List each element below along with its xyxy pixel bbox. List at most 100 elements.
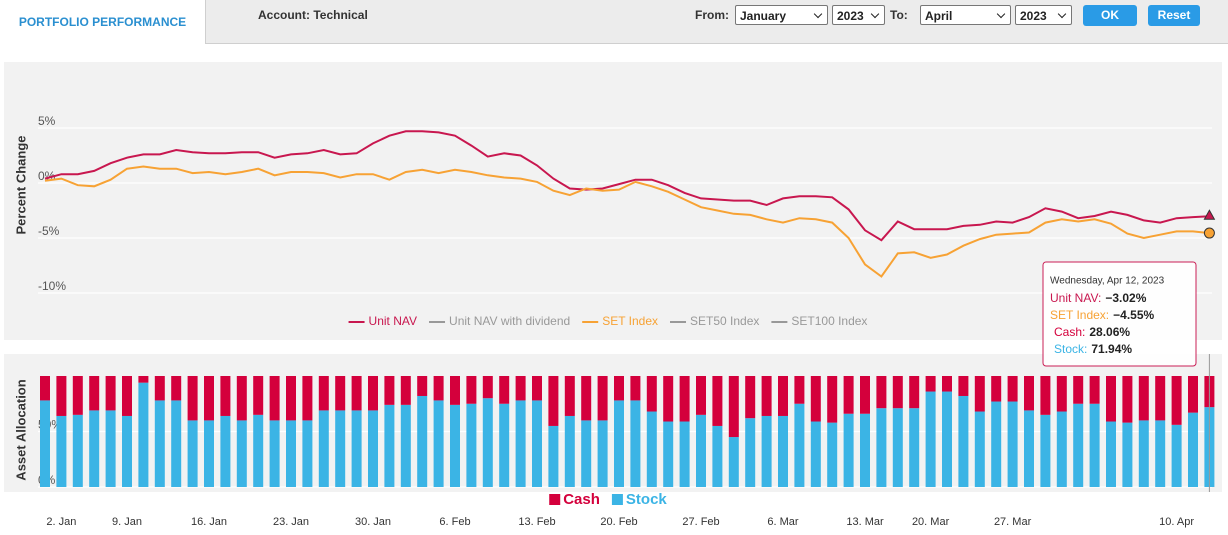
bar-segment	[646, 411, 657, 487]
bar-segment	[843, 376, 854, 414]
x-tick-label: 23. Jan	[273, 516, 309, 528]
bar-segment	[220, 376, 231, 416]
bar-segment	[810, 376, 821, 422]
bar-segment	[138, 376, 149, 383]
bar-segment	[318, 410, 329, 487]
bar-segment	[236, 376, 247, 421]
bar-segment	[892, 408, 903, 487]
hover-marker	[1203, 227, 1215, 239]
bar-segment	[909, 408, 920, 487]
bar-chart-bg	[4, 354, 1222, 492]
bar-segment	[40, 400, 50, 487]
legend-label: SET50 Index	[690, 314, 759, 328]
bar-segment	[400, 404, 411, 487]
bar-segment	[368, 376, 378, 411]
bar-segment	[860, 376, 870, 414]
bar-segment	[450, 404, 460, 487]
legend-label: Unit NAV with dividend	[449, 314, 570, 328]
bar-segment	[1138, 376, 1149, 421]
bar-segment	[335, 376, 346, 411]
bar-segment	[302, 420, 313, 487]
bar-segment	[56, 376, 67, 416]
tooltip-value: −4.55%	[1113, 308, 1154, 322]
tooltip-value: 71.94%	[1091, 342, 1132, 356]
bar-segment	[974, 411, 985, 487]
bar-segment	[1122, 376, 1133, 423]
bar-segment	[89, 410, 100, 487]
legend-label: Cash	[563, 491, 600, 508]
bar-segment	[1073, 376, 1084, 404]
bar-segment	[105, 376, 116, 411]
bar-segment	[269, 420, 280, 487]
bar-segment	[548, 425, 559, 487]
legend: Unit NAV Unit NAV with dividend SET Index S…	[348, 314, 867, 328]
bar-segment	[1024, 376, 1034, 411]
bar-segment	[253, 414, 264, 487]
bar-segment	[712, 376, 723, 426]
to-year[interactable]: 2023	[1015, 5, 1072, 25]
bar-segment	[564, 415, 575, 487]
bar-segment	[187, 420, 198, 487]
bar-segment	[351, 410, 362, 487]
bar-segment	[1056, 411, 1067, 487]
tooltip-value: 28.06%	[1089, 325, 1130, 339]
tooltip-label: Unit NAV:	[1050, 291, 1101, 305]
y-tick-label: 5%	[38, 114, 56, 128]
bar-segment	[482, 376, 493, 399]
bar-segment	[1056, 376, 1067, 412]
bar-segment	[138, 382, 149, 487]
legend-symbol	[611, 494, 623, 505]
bar-segment	[892, 376, 903, 409]
from-month[interactable]: January	[735, 5, 828, 25]
bar-segment	[843, 413, 854, 487]
tooltip-date: Wednesday, Apr 12, 2023	[1050, 276, 1165, 287]
bar-segment	[1007, 401, 1018, 487]
bar-segment	[679, 421, 690, 487]
bar-segment	[204, 420, 214, 487]
bar-segment	[630, 376, 641, 401]
bar-segment	[614, 400, 624, 487]
bar-segment	[433, 376, 444, 401]
bar-segment	[286, 376, 296, 421]
bar-segment	[286, 420, 296, 487]
bar-segment	[384, 404, 395, 487]
bar-segment	[515, 376, 526, 401]
bar-segment	[728, 376, 739, 438]
reset-button[interactable]: Reset	[1148, 5, 1200, 26]
bar-segment	[187, 376, 198, 421]
bar-segment	[122, 415, 132, 487]
bar-segment	[942, 376, 952, 392]
bar-segment	[958, 395, 969, 487]
to-label: To:	[890, 8, 908, 22]
legend-label: SET Index	[602, 314, 658, 328]
tooltip-value: −3.02%	[1105, 291, 1146, 305]
y-axis-title: Percent Change	[13, 136, 28, 235]
bar-segment	[548, 376, 559, 426]
bar-segment	[1073, 403, 1084, 487]
from-year[interactable]: 2023	[832, 5, 885, 25]
bar-segment	[56, 415, 67, 487]
bar-segment	[810, 421, 821, 487]
bar-segment	[974, 376, 985, 412]
bar-segment	[761, 376, 772, 416]
bar-segment	[1122, 422, 1133, 487]
legend: Cash Stock	[549, 491, 667, 508]
bar-segment	[712, 425, 723, 487]
bar-segment	[991, 401, 1002, 487]
tab[interactable]: PORTFOLIO PERFORMANCE	[0, 0, 205, 44]
to-month[interactable]: April	[920, 5, 1011, 25]
bar-segment	[40, 376, 50, 401]
x-tick-label: 16. Jan	[191, 516, 227, 528]
bar-segment	[696, 414, 706, 487]
line-series	[44, 130, 1210, 242]
legend-label: Unit NAV	[369, 314, 417, 328]
bar-segment	[417, 395, 428, 487]
bar-segment	[794, 403, 805, 487]
legend-label: SET100 Index	[791, 314, 867, 328]
bar-segment	[942, 391, 952, 487]
ok-button[interactable]: OK	[1083, 5, 1137, 26]
line-chart-bg	[4, 62, 1222, 340]
bar-segment	[794, 376, 805, 404]
y-axis-title: Asset Allocation	[13, 379, 28, 480]
bar-segment	[1106, 376, 1116, 422]
